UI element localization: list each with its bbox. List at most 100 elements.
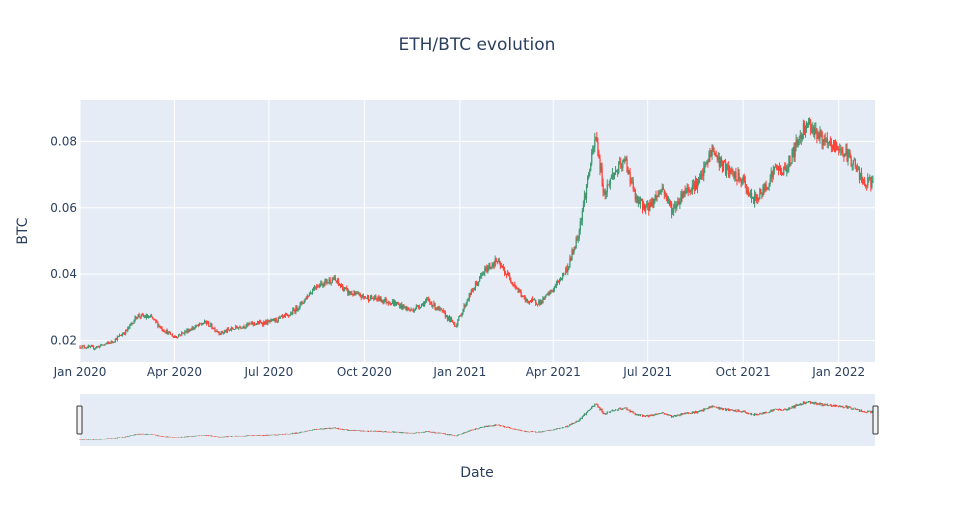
- candle-body: [677, 201, 679, 205]
- candle-body: [410, 309, 412, 311]
- candle-body: [321, 282, 323, 286]
- candles: [79, 117, 874, 351]
- candle-body: [702, 173, 704, 176]
- candle-body: [385, 298, 387, 303]
- candle-body: [591, 152, 593, 164]
- candle-body: [608, 184, 611, 186]
- candle-body: [515, 286, 517, 289]
- candle-body: [336, 280, 339, 282]
- range-slider[interactable]: [80, 394, 875, 446]
- candle-body: [862, 179, 864, 181]
- candle-body: [674, 205, 676, 208]
- candle-body: [554, 286, 557, 288]
- candle-body: [855, 166, 858, 171]
- candle-body: [773, 167, 776, 171]
- candle-body: [849, 152, 851, 158]
- candle-body: [453, 322, 455, 324]
- candle-body: [749, 192, 752, 196]
- candle-body: [660, 190, 662, 192]
- candle-body: [765, 184, 767, 188]
- candle-body: [769, 178, 771, 184]
- candle-body: [843, 154, 845, 157]
- range-slider-right-handle[interactable]: [872, 405, 879, 435]
- candle-body: [637, 200, 640, 204]
- candle-body: [820, 130, 822, 133]
- candle-body: [112, 342, 114, 343]
- candle-body: [837, 148, 839, 151]
- candle-body: [788, 155, 790, 167]
- candle-body: [317, 286, 319, 288]
- candle-body: [756, 196, 758, 201]
- candle-body: [194, 326, 196, 328]
- candle-body: [522, 295, 524, 297]
- candle-body: [685, 191, 687, 194]
- candle-body: [732, 169, 734, 172]
- candle-body: [491, 265, 493, 268]
- candle-body: [371, 296, 373, 299]
- candle-body: [549, 290, 551, 295]
- candle-body: [727, 165, 729, 167]
- candle-body: [524, 297, 526, 301]
- candle-body: [694, 179, 697, 191]
- candle-body: [161, 327, 163, 331]
- candle-body: [835, 143, 837, 147]
- candle-body: [107, 342, 109, 344]
- candle-body: [800, 134, 803, 140]
- candle-body: [480, 276, 482, 278]
- candle-body: [448, 316, 451, 321]
- candle-body: [710, 155, 712, 157]
- candle-body: [579, 221, 581, 232]
- candle-body: [209, 326, 211, 327]
- candle-body: [701, 173, 703, 176]
- candle-body: [842, 152, 844, 155]
- candle-body: [92, 346, 95, 349]
- candle-body: [459, 315, 461, 317]
- candle-body: [259, 321, 261, 324]
- candle-body: [211, 324, 213, 329]
- candle-body: [119, 335, 122, 336]
- candle-body: [228, 329, 231, 331]
- candle-body: [856, 169, 859, 171]
- candle-body: [568, 266, 570, 268]
- y-tick-label: 0.02: [50, 333, 77, 347]
- candle-body: [426, 299, 428, 302]
- candle-body: [724, 161, 726, 163]
- candle-body: [423, 303, 425, 306]
- candle-body: [547, 292, 549, 295]
- candle-body: [564, 273, 566, 275]
- candle-body: [436, 308, 438, 310]
- candle-body: [421, 303, 424, 305]
- candle-body: [588, 175, 590, 179]
- candle-body: [330, 282, 332, 284]
- candle-body: [240, 327, 242, 329]
- candle-body: [640, 198, 643, 201]
- candle-body: [179, 334, 181, 336]
- candle-body: [848, 152, 850, 154]
- candle-body: [633, 189, 635, 191]
- candle-body: [252, 322, 255, 325]
- candle-body: [761, 192, 763, 195]
- candle-body: [125, 329, 127, 334]
- candle-body: [606, 184, 608, 193]
- candle-body: [828, 141, 831, 143]
- candle-body: [442, 310, 444, 312]
- candle-body: [783, 166, 785, 175]
- x-tick-label: Jul 2020: [243, 365, 293, 379]
- candle-body: [372, 298, 374, 300]
- candle-body: [238, 327, 240, 329]
- candle-body: [510, 279, 512, 282]
- candle-body: [680, 193, 682, 203]
- candle-body: [113, 341, 115, 343]
- range-slider-left-handle[interactable]: [76, 405, 83, 435]
- candle-body: [456, 325, 458, 327]
- candle-body: [499, 262, 502, 267]
- candle-body: [639, 198, 642, 204]
- candle-body: [754, 194, 756, 204]
- candle-body: [626, 158, 628, 168]
- candle-body: [851, 164, 853, 166]
- candle-body: [147, 317, 150, 319]
- candle-body: [583, 195, 586, 206]
- candle-body: [748, 195, 751, 197]
- candle-body: [263, 321, 265, 325]
- candle-body: [412, 310, 414, 312]
